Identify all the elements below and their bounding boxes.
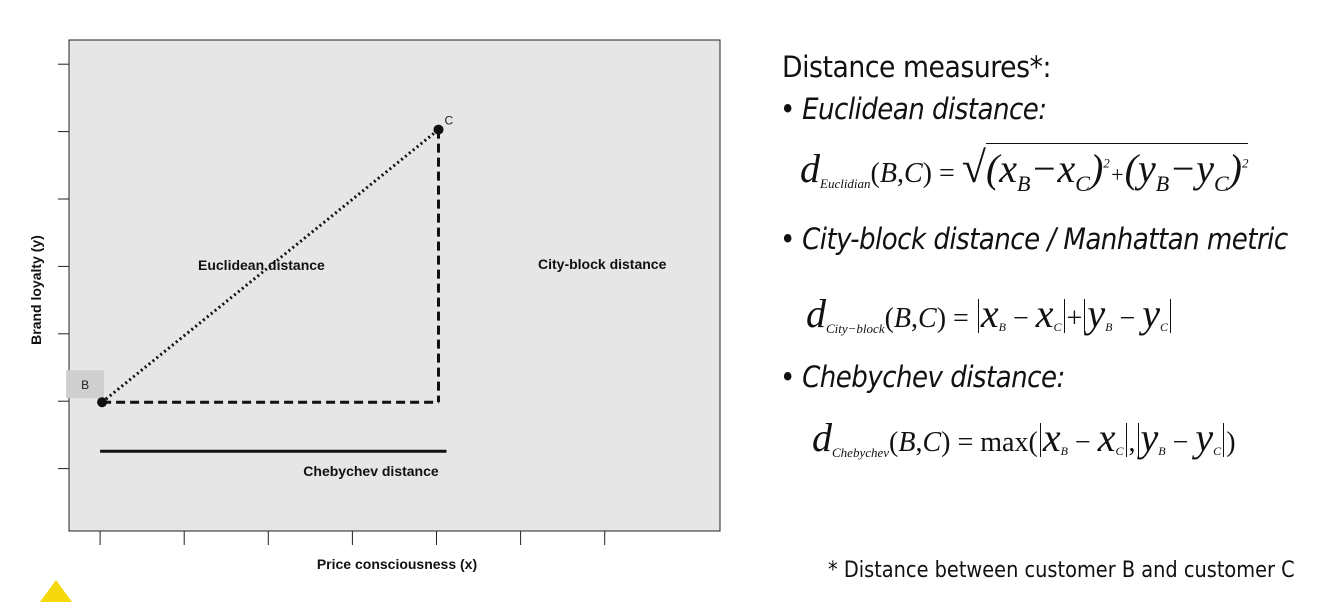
y-axis-ticks — [58, 63, 69, 470]
chebychev-distance-label: Chebychev distance — [303, 463, 439, 479]
y-axis-label: Brand loyalty (y) — [28, 235, 44, 345]
panel-heading: Distance measures*: — [782, 50, 1051, 84]
bullet-chebychev: • Chebychev distance: — [780, 360, 1065, 394]
formula-city-block: dCity−block(B,C) = xB − xC + yB − yC — [806, 290, 1173, 337]
point-c-label: C — [445, 114, 454, 128]
distance-measures-panel: Distance measures*: • Euclidean distance:… — [780, 0, 1330, 598]
warning-triangle-icon — [40, 580, 72, 602]
bullet-city-block: • City-block distance / Manhattan metric — [780, 222, 1288, 256]
bullet-euclidean: • Euclidean distance: — [780, 92, 1047, 126]
footnote: * Distance between customer B and custom… — [828, 558, 1295, 583]
x-axis-ticks — [99, 531, 606, 545]
euclidean-distance-label: Euclidean distance — [198, 257, 325, 273]
formula-chebychev: dChebychev(B,C) = max(xB − xC, yB − yC) — [812, 415, 1236, 460]
euclidean-distance-line — [101, 128, 440, 404]
plot-area — [68, 39, 721, 532]
distance-diagram: Price consciousness (x) Brand loyalty (y… — [28, 39, 721, 572]
chebychev-title: Chebychev distance: — [802, 360, 1065, 394]
formula-euclidean: dEuclidian(B,C) = √(xB−xC)2+(yB−yC)2 — [800, 143, 1249, 196]
x-axis-label: Price consciousness (x) — [317, 556, 477, 572]
city-block-distance-label: City-block distance — [538, 256, 667, 272]
point-c — [433, 124, 444, 135]
point-b — [97, 397, 108, 408]
city-block-title: City-block distance / Manhattan metric — [802, 222, 1288, 256]
point-b-label-box — [66, 370, 105, 399]
point-b-label: B — [81, 378, 89, 392]
euclidean-title: Euclidean distance: — [802, 92, 1047, 126]
